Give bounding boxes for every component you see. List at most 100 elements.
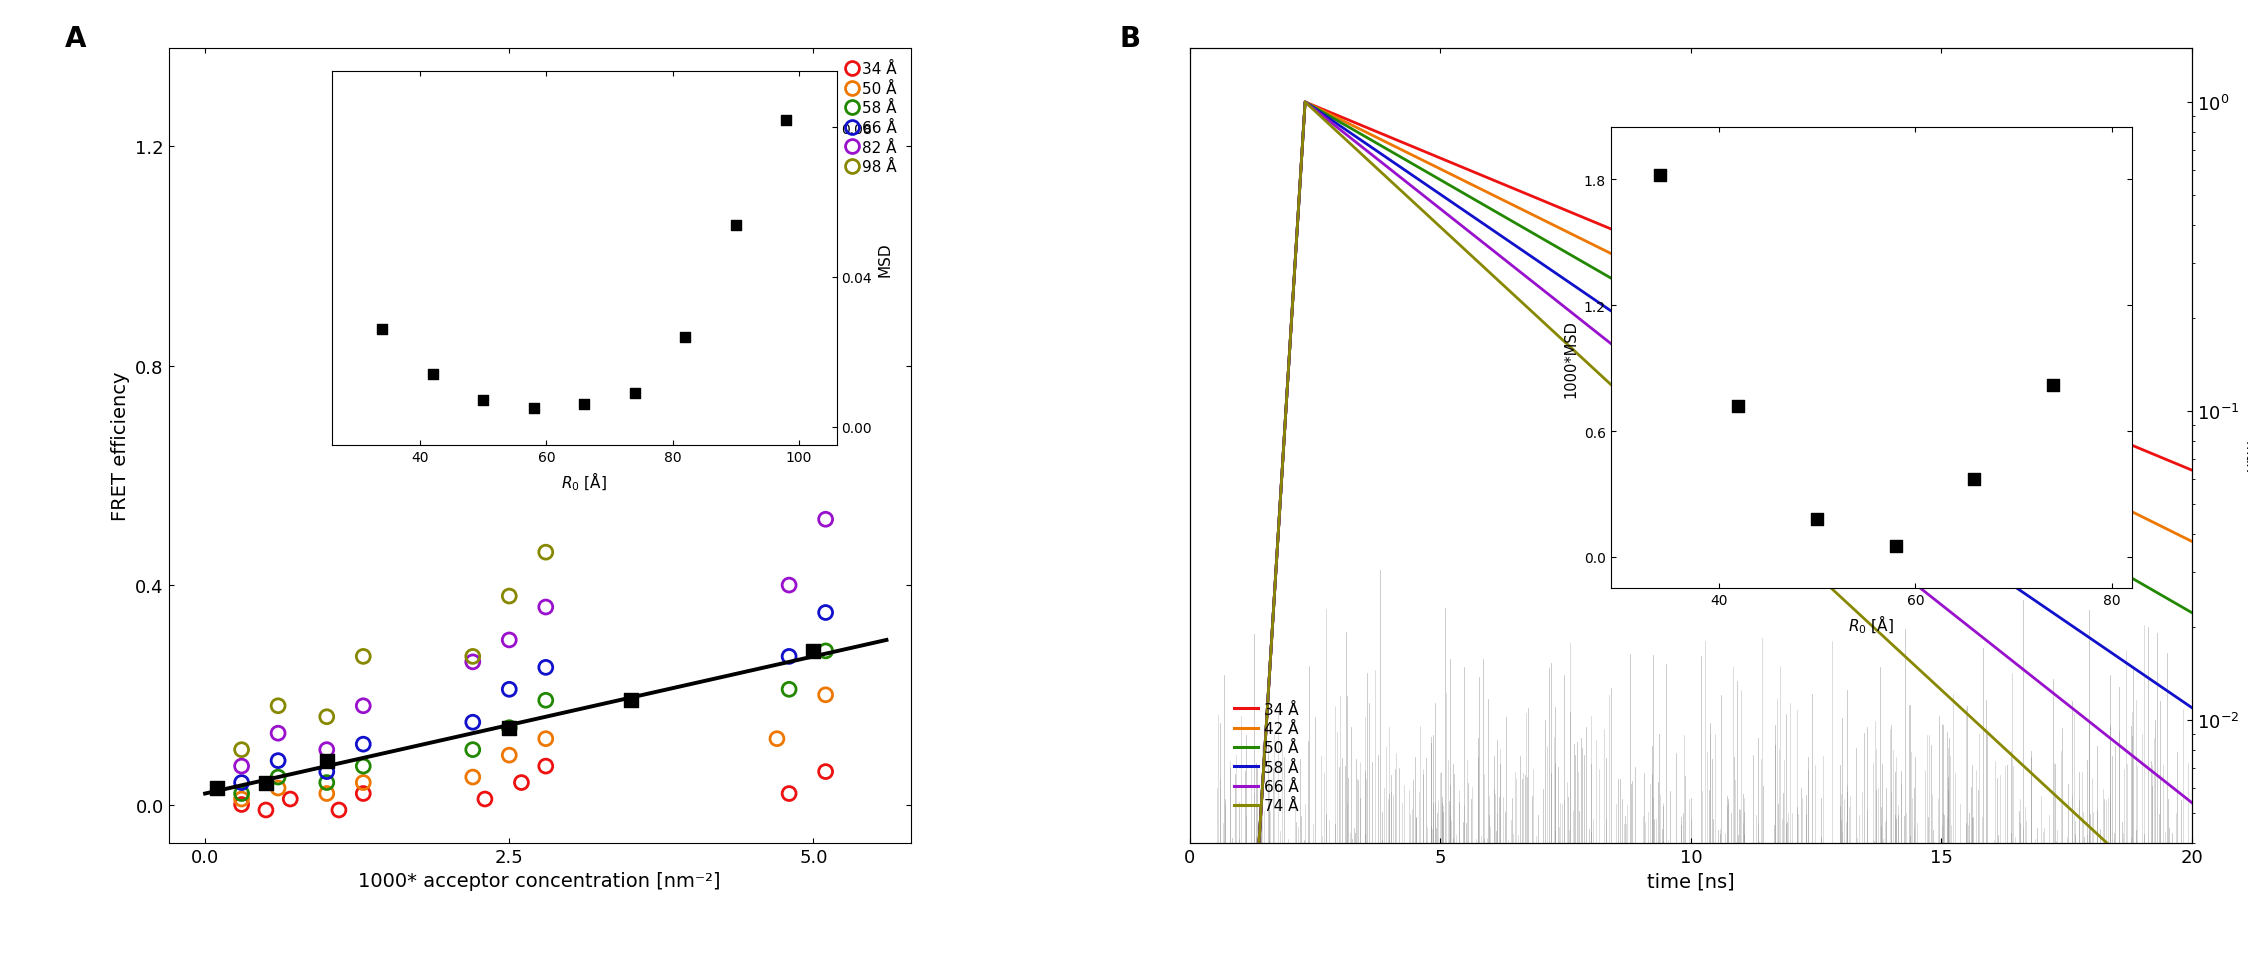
50 Å — [528, 732, 564, 747]
98 Å — [454, 649, 490, 665]
66 Å — [528, 660, 564, 675]
58 Å — [454, 742, 490, 758]
66 Å — [1904, 580, 1931, 592]
Line: 74 Å: 74 Å — [1189, 103, 2192, 969]
58 Å — [1598, 306, 1625, 318]
Point — [308, 753, 344, 768]
58 Å — [492, 720, 528, 735]
42 Å — [1605, 253, 1632, 265]
Text: B: B — [1120, 24, 1140, 52]
66 Å — [1293, 97, 1320, 109]
50 Å — [2178, 608, 2205, 619]
82 Å — [223, 759, 259, 774]
34 Å — [1904, 351, 1931, 362]
50 Å — [807, 687, 843, 703]
34 Å — [1652, 247, 1679, 259]
98 Å — [308, 709, 344, 725]
66 Å — [1598, 338, 1625, 350]
34 Å — [247, 802, 283, 818]
Point — [200, 780, 236, 796]
50 Å — [2147, 589, 2174, 601]
82 Å — [261, 726, 297, 741]
50 Å — [308, 786, 344, 801]
34 Å — [771, 786, 807, 801]
66 Å — [223, 775, 259, 791]
58 Å — [2097, 647, 2124, 659]
Point — [247, 775, 283, 791]
50 Å — [760, 732, 796, 747]
42 Å — [1293, 97, 1320, 109]
58 Å — [771, 682, 807, 698]
74 Å — [2097, 841, 2124, 853]
66 Å — [308, 764, 344, 779]
98 Å — [346, 649, 382, 665]
98 Å — [807, 112, 843, 128]
66 Å — [454, 715, 490, 731]
Y-axis label: FRET efficiency: FRET efficiency — [110, 371, 130, 520]
98 Å — [261, 699, 297, 714]
34 Å — [468, 792, 504, 807]
42 Å — [1598, 248, 1625, 260]
82 Å — [454, 654, 490, 670]
42 Å — [1652, 276, 1679, 288]
74 Å — [2178, 916, 2205, 927]
50 Å — [2097, 561, 2124, 573]
Point — [492, 720, 528, 735]
74 Å — [1293, 97, 1320, 109]
50 Å — [492, 748, 528, 764]
X-axis label: time [ns]: time [ns] — [1648, 871, 1735, 891]
Text: A: A — [65, 24, 85, 52]
74 Å — [1598, 380, 1625, 391]
58 Å — [2178, 703, 2205, 714]
66 Å — [1652, 382, 1679, 393]
Point — [614, 693, 650, 708]
50 Å — [454, 769, 490, 785]
50 Å — [1652, 304, 1679, 316]
66 Å — [807, 605, 843, 620]
50 Å — [1293, 97, 1320, 109]
58 Å — [528, 693, 564, 708]
50 Å — [223, 792, 259, 807]
34 Å — [807, 764, 843, 779]
X-axis label: 1000* acceptor concentration [nm⁻²]: 1000* acceptor concentration [nm⁻²] — [357, 871, 722, 891]
82 Å — [771, 578, 807, 593]
74 Å — [1652, 430, 1679, 442]
34 Å — [1293, 97, 1320, 109]
42 Å — [2178, 536, 2205, 547]
Line: 58 Å: 58 Å — [1189, 103, 2192, 969]
58 Å — [346, 759, 382, 774]
58 Å — [1904, 516, 1931, 527]
58 Å — [308, 775, 344, 791]
34 Å — [2097, 431, 2124, 443]
74 Å — [1904, 663, 1931, 674]
50 Å — [346, 775, 382, 791]
66 Å — [492, 682, 528, 698]
66 Å — [2097, 734, 2124, 745]
34 Å — [223, 797, 259, 812]
42 Å — [1904, 400, 1931, 412]
Line: 42 Å: 42 Å — [1189, 103, 2192, 969]
34 Å — [272, 792, 308, 807]
98 Å — [528, 545, 564, 560]
34 Å — [1605, 227, 1632, 238]
82 Å — [528, 600, 564, 615]
82 Å — [807, 512, 843, 527]
50 Å — [1904, 450, 1931, 461]
Line: 66 Å: 66 Å — [1189, 103, 2192, 969]
82 Å — [308, 742, 344, 758]
34 Å — [2147, 453, 2174, 464]
98 Å — [492, 589, 528, 605]
42 Å — [2147, 521, 2174, 533]
34 Å — [321, 802, 357, 818]
Y-axis label: $I/I_\mathrm{max}$: $I/I_\mathrm{max}$ — [2244, 420, 2248, 472]
34 Å — [528, 759, 564, 774]
74 Å — [1605, 387, 1632, 398]
42 Å — [2097, 496, 2124, 508]
66 Å — [346, 736, 382, 752]
82 Å — [346, 699, 382, 714]
58 Å — [223, 786, 259, 801]
98 Å — [223, 742, 259, 758]
82 Å — [492, 633, 528, 648]
58 Å — [1293, 97, 1320, 109]
34 Å — [1598, 224, 1625, 235]
